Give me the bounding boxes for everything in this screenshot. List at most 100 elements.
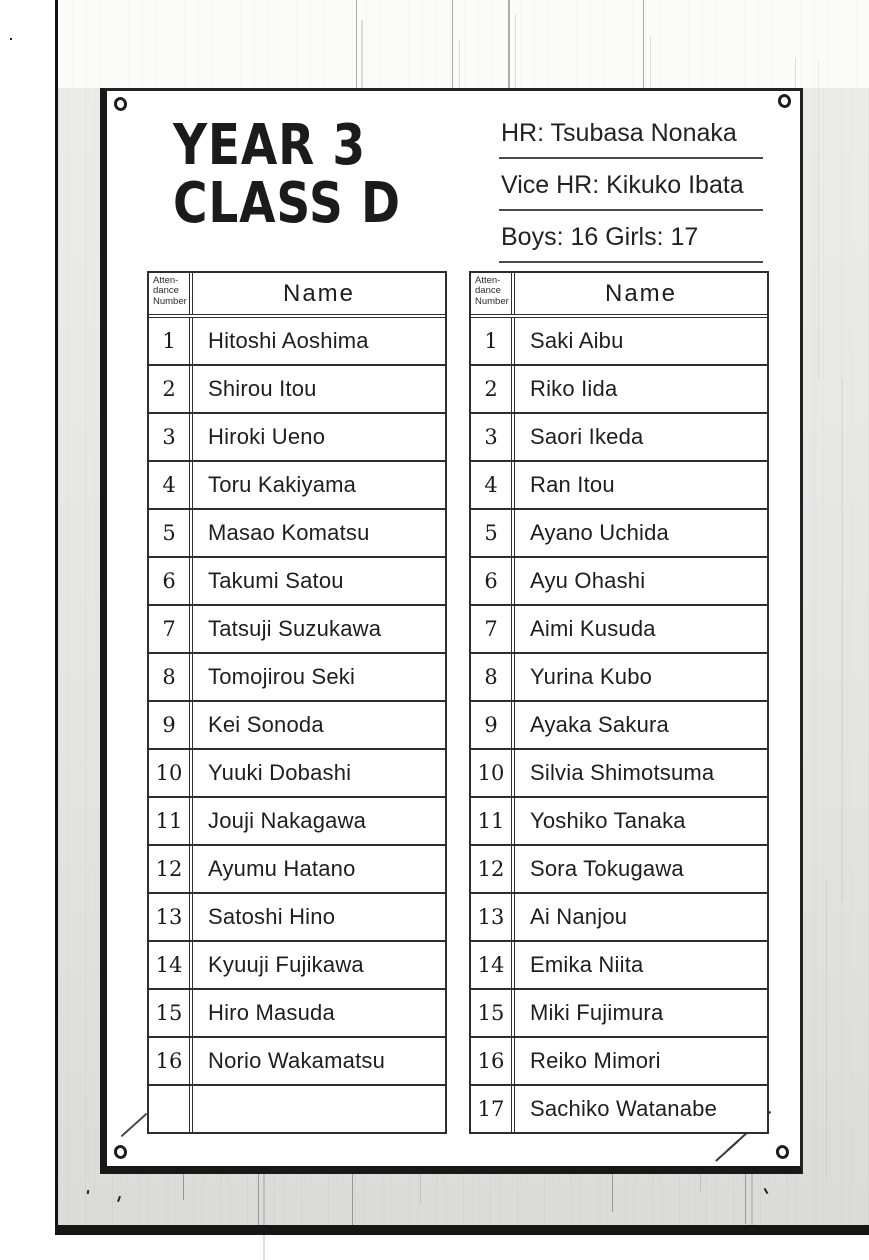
student-name-cell: Sachiko Watanabe	[530, 1096, 718, 1121]
student-name-cell: Yuuki Dobashi	[208, 760, 352, 785]
table-row: 15 Hiro Masuda	[149, 988, 445, 1036]
ink-speck	[10, 38, 12, 40]
table-row: 6 Takumi Satou	[149, 556, 445, 604]
student-name-cell: Ayaka Sakura	[530, 712, 669, 737]
attendance-header-line: Atten-	[475, 275, 501, 286]
wall-streak	[452, 0, 453, 88]
student-name-cell: Tatsuji Suzukawa	[208, 616, 382, 641]
table-row: 8 Yurina Kubo	[471, 652, 767, 700]
student-name-cell: Reiko Mimori	[530, 1048, 661, 1073]
table-row: 6 Ayu Ohashi	[471, 556, 767, 604]
table-row: 16 Reiko Mimori	[471, 1036, 767, 1084]
attendance-number-cell: 9	[471, 702, 515, 748]
wall-streak	[650, 36, 651, 88]
attendance-number-cell: 6	[149, 558, 193, 604]
student-name-cell: Satoshi Hino	[208, 904, 336, 929]
student-name-cell: Ai Nanjou	[530, 904, 628, 929]
student-name-cell: Miki Fujimura	[530, 1000, 664, 1025]
wall-streak	[258, 1174, 259, 1232]
student-name-cell: Takumi Satou	[208, 568, 344, 593]
table-row: 17 Sachiko Watanabe	[471, 1084, 767, 1132]
attendance-header-line: Number	[475, 295, 509, 307]
vice-hr-teacher-line: Vice HR: Kikuko Ibata	[499, 171, 763, 211]
attendance-number-cell: 11	[471, 798, 515, 844]
student-name-cell: Sora Tokugawa	[530, 856, 684, 881]
table-row: 2 Shirou Itou	[149, 364, 445, 412]
attendance-number-cell: 2	[149, 366, 193, 412]
student-name-cell: Aimi Kusuda	[530, 616, 656, 641]
attendance-number-cell: 11	[149, 798, 193, 844]
attendance-number-cell: 3	[471, 414, 515, 460]
attendance-number-cell: 7	[471, 606, 515, 652]
attendance-header-line: Number	[153, 295, 187, 307]
panel-border-line	[55, 0, 58, 1235]
girls-table-body: 1 Saki Aibu 2 Riko Iida 3 Saori Ikeda 4 Ran Ito…	[471, 318, 767, 1132]
poster-title: YEAR 3 CLASS D	[173, 117, 401, 232]
attendance-number-cell: 4	[471, 462, 515, 508]
girls-roster-table: Atten- dance Number Name 1 Saki Aibu 2 Riko…	[469, 271, 769, 1134]
table-row: 4 Toru Kakiyama	[149, 460, 445, 508]
attendance-number-cell: 2	[471, 366, 515, 412]
table-row: 16 Norio Wakamatsu	[149, 1036, 445, 1084]
wall-streak	[356, 0, 357, 88]
attendance-number-cell: 13	[471, 894, 515, 940]
attendance-number-cell: 1	[149, 318, 193, 364]
attendance-number-cell: 12	[149, 846, 193, 892]
wall-streak	[352, 1174, 353, 1226]
attendance-number-cell: 4	[149, 462, 193, 508]
attendance-number-cell: 14	[471, 942, 515, 988]
student-name-cell: Kei Sonoda	[208, 712, 324, 737]
student-name-cell: Saori Ikeda	[530, 424, 644, 449]
attendance-number-cell: 16	[149, 1038, 193, 1084]
attendance-number-cell: 10	[149, 750, 193, 796]
boys-roster-table: Atten- dance Number Name 1 Hitoshi Aoshim…	[147, 271, 447, 1134]
poster-title-line1: YEAR 3	[173, 113, 366, 178]
wall-background-top	[58, 0, 869, 88]
pin-hole-icon	[774, 1143, 791, 1161]
wall-streak	[745, 1174, 746, 1224]
table-header-row: Atten- dance Number Name	[149, 273, 445, 318]
student-name-cell: Ayu Ohashi	[530, 568, 646, 593]
attendance-number-cell: 3	[149, 414, 193, 460]
student-name-cell: Jouji Nakagawa	[208, 808, 367, 833]
student-name-cell: Hitoshi Aoshima	[208, 328, 369, 353]
attendance-number-cell: 15	[149, 990, 193, 1036]
attendance-number-cell: 5	[471, 510, 515, 556]
table-row: 7 Aimi Kusuda	[471, 604, 767, 652]
wall-streak	[420, 1174, 421, 1204]
wall-streak	[643, 0, 644, 88]
wall-streak	[612, 1174, 613, 1212]
wall-streak	[361, 20, 363, 88]
table-row: 3 Hiroki Ueno	[149, 412, 445, 460]
wall-streak	[508, 0, 510, 88]
attendance-header-line: dance	[475, 285, 501, 297]
boys-girls-count-line: Boys: 16 Girls: 17	[499, 223, 763, 263]
table-row: 5 Ayano Uchida	[471, 508, 767, 556]
wall-streak	[751, 1174, 753, 1232]
student-name-cell: Ayumu Hatano	[208, 856, 356, 881]
attendance-number-cell: 6	[471, 558, 515, 604]
table-row: 11 Yoshiko Tanaka	[471, 796, 767, 844]
table-row: 5 Masao Komatsu	[149, 508, 445, 556]
table-row: 8 Tomojirou Seki	[149, 652, 445, 700]
student-name-cell: Kyuuji Fujikawa	[208, 952, 364, 977]
student-name-cell: Hiro Masuda	[208, 1000, 335, 1025]
pin-hole-icon	[112, 1143, 129, 1161]
poster-title-line2: CLASS D	[173, 170, 401, 236]
student-name-cell: Yoshiko Tanaka	[530, 808, 686, 833]
pin-hole-icon	[112, 95, 129, 113]
table-row: 1 Saki Aibu	[471, 318, 767, 364]
attendance-number-cell: 10	[471, 750, 515, 796]
student-name-cell: Emika Niita	[530, 952, 644, 977]
student-name-cell	[193, 1086, 445, 1132]
name-column-header: Name	[604, 279, 678, 307]
pin-hole-icon	[776, 92, 793, 110]
attendance-number-cell: 13	[149, 894, 193, 940]
wall-streak	[700, 1174, 701, 1192]
wall-streak	[459, 40, 460, 88]
attendance-header-line: Atten-	[153, 275, 179, 286]
student-name-cell: Riko Iida	[530, 376, 618, 401]
student-name-cell: Saki Aibu	[530, 328, 624, 353]
wall-streak	[183, 1174, 184, 1200]
attendance-number-cell: 14	[149, 942, 193, 988]
